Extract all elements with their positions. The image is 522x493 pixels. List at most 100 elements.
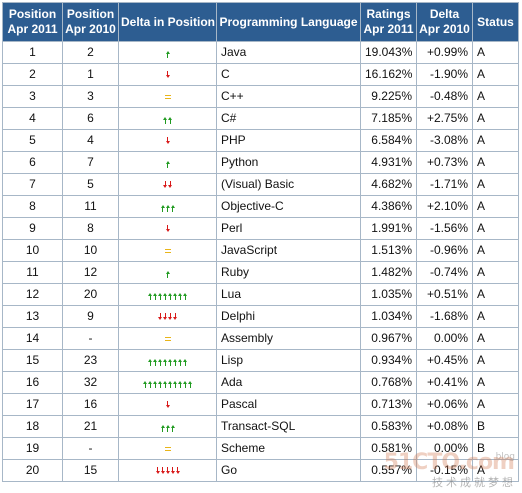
language-cell: Pascal <box>216 393 361 416</box>
delta-position-cell <box>118 459 217 482</box>
position-2010-cell: 4 <box>62 129 119 152</box>
position-2010-cell: 32 <box>62 371 119 394</box>
rating-cell: 16.162% <box>360 63 417 86</box>
rating-cell: 1.034% <box>360 305 417 328</box>
status-cell: A <box>472 63 519 86</box>
arrow-down-icon <box>168 313 172 321</box>
status-cell: A <box>472 305 519 328</box>
language-cell: Perl <box>216 217 361 240</box>
delta-cell: 0.00% <box>416 437 473 460</box>
arrow-up-icon <box>168 381 172 389</box>
position-2010-cell: 7 <box>62 151 119 174</box>
position-2011-cell: 19 <box>2 437 63 460</box>
arrow-up-icon <box>153 381 157 389</box>
arrow-down-icon <box>163 181 167 189</box>
arrow-down-icon <box>165 225 170 233</box>
table-row: 7 5 (Visual) Basic 4.682% -1.71% A <box>2 173 519 196</box>
arrow-up-icon <box>173 381 177 389</box>
delta-position-cell <box>118 349 217 372</box>
language-cell: C <box>216 63 361 86</box>
arrow-up-icon <box>148 293 152 301</box>
watermark-tagline: 技术成就梦想 <box>432 474 516 490</box>
arrow-up-icon <box>183 359 187 367</box>
delta-position-cell <box>118 437 217 460</box>
delta-cell: +0.51% <box>416 283 473 306</box>
table-row: 3 3 C++ 9.225% -0.48% A <box>2 85 519 108</box>
language-cell: Java <box>216 41 361 64</box>
tiobe-index-table-container: Position Apr 2011 Position Apr 2010 Delt… <box>2 2 519 482</box>
arrow-up-icon <box>173 359 177 367</box>
delta-cell: -1.90% <box>416 63 473 86</box>
arrow-up-icon <box>163 359 167 367</box>
arrow-up-icon <box>153 293 157 301</box>
header-delta-line1: Delta <box>429 7 460 21</box>
delta-position-cell <box>118 217 217 240</box>
table-row: 6 7 Python 4.931% +0.73% A <box>2 151 519 174</box>
position-2011-cell: 2 <box>2 63 63 86</box>
arrow-up-icon <box>170 425 175 433</box>
table-row: 13 9 Delphi 1.034% -1.68% A <box>2 305 519 328</box>
arrow-up-icon <box>158 381 162 389</box>
position-2011-cell: 15 <box>2 349 63 372</box>
position-2010-cell: 23 <box>62 349 119 372</box>
status-cell: A <box>472 261 519 284</box>
position-2011-cell: 10 <box>2 239 63 262</box>
status-cell: A <box>472 85 519 108</box>
rating-cell: 0.768% <box>360 371 417 394</box>
position-2011-cell: 9 <box>2 217 63 240</box>
table-row: 5 4 PHP 6.584% -3.08% A <box>2 129 519 152</box>
language-cell: Transact-SQL <box>216 415 361 438</box>
arrow-up-icon <box>163 293 167 301</box>
position-2011-cell: 14 <box>2 327 63 350</box>
position-2010-cell: 1 <box>62 63 119 86</box>
language-cell: C++ <box>216 85 361 108</box>
language-cell: Lisp <box>216 349 361 372</box>
header-position-2010: Position Apr 2010 <box>62 2 119 42</box>
status-cell: A <box>472 393 519 416</box>
table-row: 2 1 C 16.162% -1.90% A <box>2 63 519 86</box>
arrow-up-icon <box>165 51 170 59</box>
position-2011-cell: 17 <box>2 393 63 416</box>
arrow-up-icon <box>178 359 182 367</box>
position-2011-cell: 6 <box>2 151 63 174</box>
delta-cell: +2.75% <box>416 107 473 130</box>
delta-position-cell <box>118 41 217 64</box>
position-2011-cell: 16 <box>2 371 63 394</box>
arrow-up-icon <box>168 359 172 367</box>
language-cell: Objective-C <box>216 195 361 218</box>
arrow-up-icon <box>163 117 167 125</box>
arrow-up-icon <box>178 381 182 389</box>
arrow-up-icon <box>143 381 147 389</box>
watermark-logo-text: 51CTO.com <box>383 450 515 475</box>
language-cell: Python <box>216 151 361 174</box>
status-cell: A <box>472 349 519 372</box>
language-cell: Lua <box>216 283 361 306</box>
watermark-sub-text: blog <box>495 452 515 462</box>
rating-cell: 0.967% <box>360 327 417 350</box>
rating-cell: 9.225% <box>360 85 417 108</box>
position-2010-cell: 9 <box>62 305 119 328</box>
language-cell: JavaScript <box>216 239 361 262</box>
language-cell: Go <box>216 459 361 482</box>
arrow-up-icon <box>165 271 170 279</box>
position-2011-cell: 13 <box>2 305 63 328</box>
table-row: 11 12 Ruby 1.482% -0.74% A <box>2 261 519 284</box>
position-2010-cell: 16 <box>62 393 119 416</box>
delta-position-cell <box>118 415 217 438</box>
delta-position-cell <box>118 85 217 108</box>
arrow-down-icon <box>168 181 172 189</box>
position-2010-cell: 10 <box>62 239 119 262</box>
position-2011-cell: 12 <box>2 283 63 306</box>
rating-cell: 0.934% <box>360 349 417 372</box>
position-2010-cell: 6 <box>62 107 119 130</box>
position-2011-cell: 8 <box>2 195 63 218</box>
table-body: 1 2 Java 19.043% +0.99% A 2 1 C 16.162% -1.90% A 3 3 C… <box>2 41 519 482</box>
arrow-down-icon <box>160 467 165 475</box>
table-row: 14- Assembly 0.967% 0.00% A <box>2 327 519 350</box>
position-2010-cell: 12 <box>62 261 119 284</box>
table-row: 17 16 Pascal 0.713% +0.06% A <box>2 393 519 416</box>
equal-icon <box>164 336 171 341</box>
delta-cell: -0.96% <box>416 239 473 262</box>
position-2011-cell: 7 <box>2 173 63 196</box>
status-cell: A <box>472 459 519 482</box>
